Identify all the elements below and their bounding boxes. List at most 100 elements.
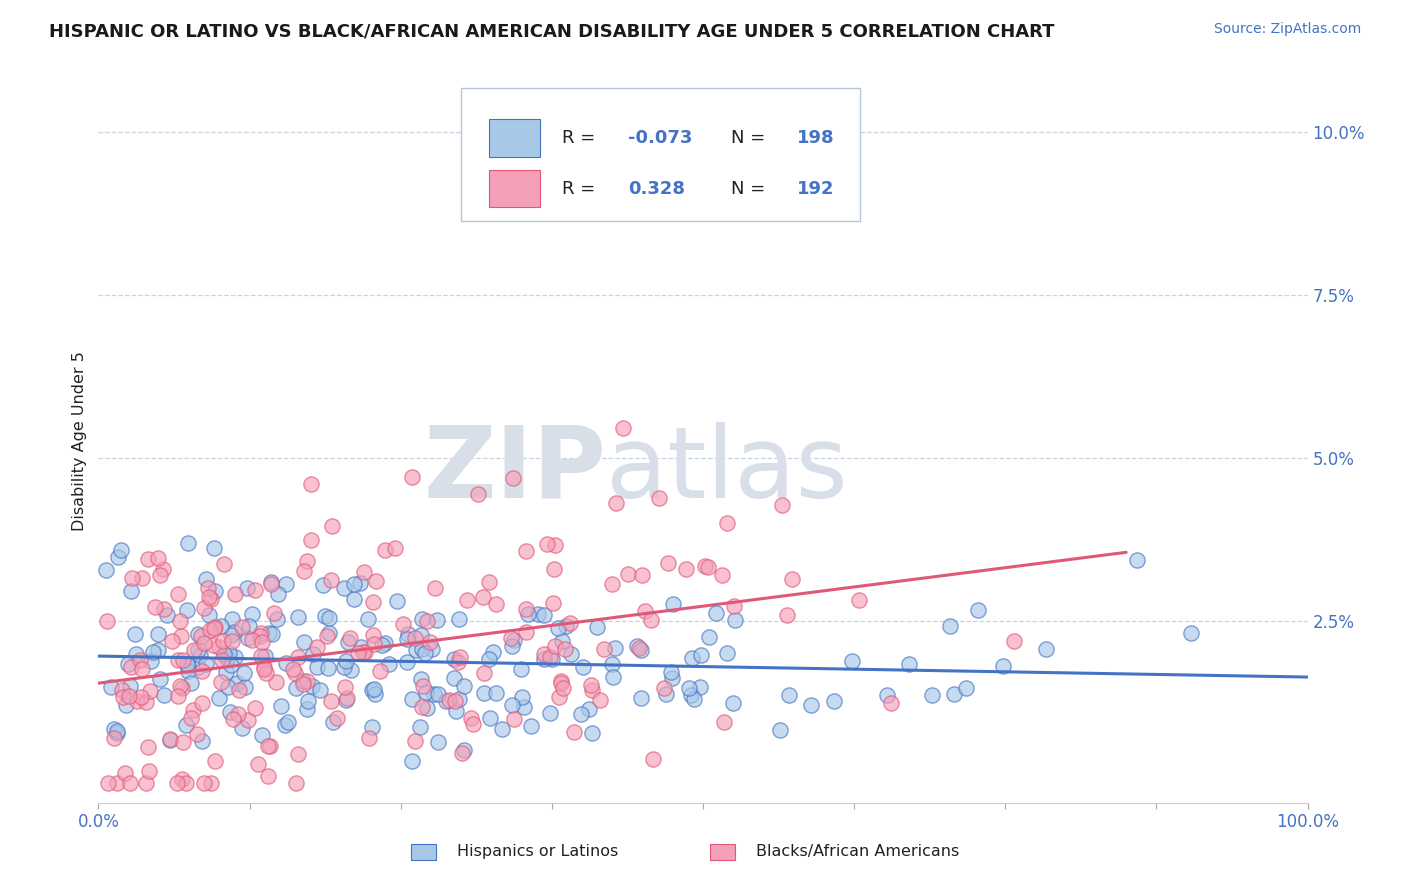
Point bbox=[174, 776, 197, 790]
Point bbox=[689, 680, 711, 694]
Point bbox=[259, 575, 281, 590]
Point bbox=[146, 627, 169, 641]
Point bbox=[943, 687, 966, 701]
Point bbox=[221, 612, 243, 626]
Point bbox=[533, 651, 555, 665]
Point bbox=[100, 680, 122, 694]
Point bbox=[697, 560, 720, 574]
Point bbox=[453, 679, 475, 693]
Point bbox=[353, 645, 375, 659]
Point bbox=[316, 661, 339, 675]
Point bbox=[311, 578, 333, 592]
Point bbox=[321, 518, 343, 533]
Point bbox=[427, 735, 450, 749]
Point bbox=[181, 703, 204, 717]
Point bbox=[478, 711, 501, 725]
Point bbox=[301, 679, 323, 693]
Text: N =: N = bbox=[731, 179, 770, 198]
Point bbox=[678, 681, 700, 695]
Point bbox=[188, 648, 211, 663]
Point bbox=[520, 719, 543, 733]
Point bbox=[114, 765, 136, 780]
Point bbox=[602, 577, 624, 591]
Point bbox=[209, 674, 232, 689]
Point bbox=[876, 688, 898, 702]
Point bbox=[202, 541, 225, 556]
Point bbox=[204, 754, 226, 768]
Point bbox=[142, 644, 165, 658]
Point bbox=[564, 724, 586, 739]
Point bbox=[413, 646, 436, 660]
Point bbox=[485, 686, 508, 700]
Point bbox=[250, 649, 273, 664]
Point bbox=[550, 673, 572, 688]
Point bbox=[262, 627, 284, 641]
Point bbox=[554, 618, 576, 632]
Point bbox=[711, 567, 734, 582]
Point bbox=[697, 630, 720, 644]
Point bbox=[169, 614, 191, 628]
Point bbox=[120, 584, 142, 599]
Text: Source: ZipAtlas.com: Source: ZipAtlas.com bbox=[1213, 22, 1361, 37]
Point bbox=[238, 631, 260, 645]
Point bbox=[177, 665, 200, 679]
Point bbox=[363, 681, 385, 696]
Point bbox=[105, 726, 128, 740]
Point bbox=[319, 694, 342, 708]
Point bbox=[502, 471, 524, 485]
Point bbox=[405, 643, 427, 657]
Point bbox=[167, 652, 190, 666]
Point bbox=[236, 581, 259, 595]
Text: -0.073: -0.073 bbox=[628, 129, 692, 147]
Point bbox=[955, 681, 977, 696]
Point bbox=[409, 720, 432, 734]
Point bbox=[628, 641, 651, 656]
Point bbox=[395, 655, 418, 669]
Point bbox=[253, 660, 276, 674]
Point bbox=[357, 731, 380, 745]
Point bbox=[550, 676, 572, 690]
Point bbox=[322, 714, 344, 729]
Point bbox=[297, 554, 319, 568]
Point bbox=[352, 645, 374, 659]
Point bbox=[243, 701, 266, 715]
Point bbox=[723, 599, 745, 614]
Point bbox=[560, 648, 582, 662]
Point bbox=[318, 625, 340, 640]
Point bbox=[118, 776, 141, 790]
Point bbox=[159, 731, 181, 746]
Point bbox=[208, 640, 231, 654]
Text: N =: N = bbox=[731, 129, 770, 147]
Point bbox=[721, 696, 744, 710]
Point bbox=[423, 687, 446, 701]
Point bbox=[515, 602, 537, 616]
Point bbox=[172, 735, 194, 749]
Point bbox=[404, 734, 426, 748]
Point bbox=[218, 646, 240, 660]
Point bbox=[128, 653, 150, 667]
Point bbox=[385, 594, 408, 608]
Point bbox=[191, 733, 214, 747]
Point bbox=[204, 620, 226, 634]
Point bbox=[256, 739, 278, 753]
Point bbox=[453, 743, 475, 757]
Point bbox=[121, 571, 143, 585]
Point bbox=[187, 660, 209, 674]
Point bbox=[180, 676, 202, 690]
Point bbox=[502, 632, 524, 647]
Point bbox=[145, 600, 167, 615]
Point bbox=[218, 706, 240, 720]
Point bbox=[800, 698, 823, 713]
Point bbox=[299, 476, 322, 491]
Point bbox=[538, 650, 561, 665]
Point bbox=[336, 690, 359, 705]
Point bbox=[309, 682, 332, 697]
Point bbox=[396, 632, 419, 647]
Point bbox=[543, 562, 565, 576]
Point bbox=[481, 645, 503, 659]
Point bbox=[426, 613, 449, 627]
Point bbox=[94, 563, 117, 577]
Point bbox=[339, 663, 361, 677]
Point bbox=[183, 642, 205, 657]
Point bbox=[274, 718, 297, 732]
